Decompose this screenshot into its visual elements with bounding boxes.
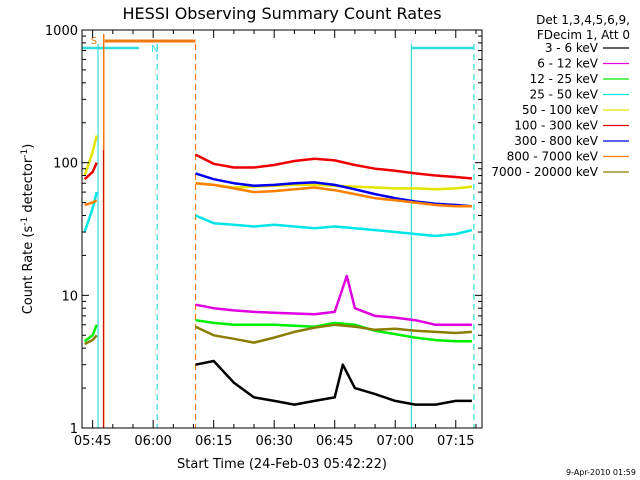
saa-flag-label: S xyxy=(91,36,97,47)
series-line-6 xyxy=(83,162,98,181)
series-line-4 xyxy=(195,214,473,238)
legend-label: 25 - 50 keV xyxy=(530,88,599,102)
series-line-4 xyxy=(83,191,98,233)
x-axis-label: Start Time (24-Feb-03 05:42:22) xyxy=(177,457,387,472)
legend-label: 7000 - 20000 keV xyxy=(491,165,598,179)
legend-label: 800 - 7000 keV xyxy=(507,150,599,164)
mode-flags: SN xyxy=(82,34,475,428)
series-line-3 xyxy=(83,324,98,343)
series-line-8 xyxy=(84,199,98,207)
legend-label: 50 - 100 keV xyxy=(522,103,599,117)
series-line-3 xyxy=(195,318,472,343)
y-tick-label: 100 xyxy=(53,157,78,172)
y-axis-label: Count Rate (s-1 detector-1) xyxy=(20,144,36,315)
plot-frame xyxy=(81,29,483,429)
legend-header-line-2: FDecim 1, Att 0 xyxy=(537,28,630,42)
series-line-9 xyxy=(84,334,98,346)
series-layer xyxy=(83,135,473,406)
legend-label: 100 - 300 keV xyxy=(514,119,598,133)
y-tick-label: 1 xyxy=(70,422,78,437)
x-tick-label: 06:30 xyxy=(255,434,292,449)
x-tick-label: 06:15 xyxy=(195,434,232,449)
legend: Det 1,3,4,5,6,9, FDecim 1, Att 0 3 - 6 k… xyxy=(491,13,630,179)
timestamp: 9-Apr-2010 01:59 xyxy=(566,468,636,477)
legend-header-line-1: Det 1,3,4,5,6,9, xyxy=(536,13,630,27)
x-tick-label: 07:00 xyxy=(377,434,414,449)
legend-label: 3 - 6 keV xyxy=(545,41,599,55)
x-tick-label: 06:00 xyxy=(134,434,171,449)
x-tick-label: 06:45 xyxy=(316,434,353,449)
y-tick-label: 10 xyxy=(61,289,78,304)
legend-label: 300 - 800 keV xyxy=(514,134,598,148)
legend-label: 6 - 12 keV xyxy=(537,57,599,71)
series-line-2 xyxy=(195,274,472,327)
legend-label: 12 - 25 keV xyxy=(530,72,599,86)
series-line-5 xyxy=(83,135,98,176)
series-line-1 xyxy=(195,359,472,406)
series-line-9 xyxy=(194,323,472,344)
y-tick-label: 1000 xyxy=(45,24,78,39)
chart-title: HESSI Observing Summary Count Rates xyxy=(122,4,441,23)
x-tick-label: 07:15 xyxy=(437,434,474,449)
series-line-8 xyxy=(195,181,472,208)
night-flag-label: N xyxy=(151,44,158,55)
axes-layer: 1 10 100 1000 05:45 06:00 06:15 06:30 06:45 07:00… xyxy=(45,24,482,449)
x-tick-label: 05:45 xyxy=(74,434,111,449)
series-line-6 xyxy=(194,153,473,180)
